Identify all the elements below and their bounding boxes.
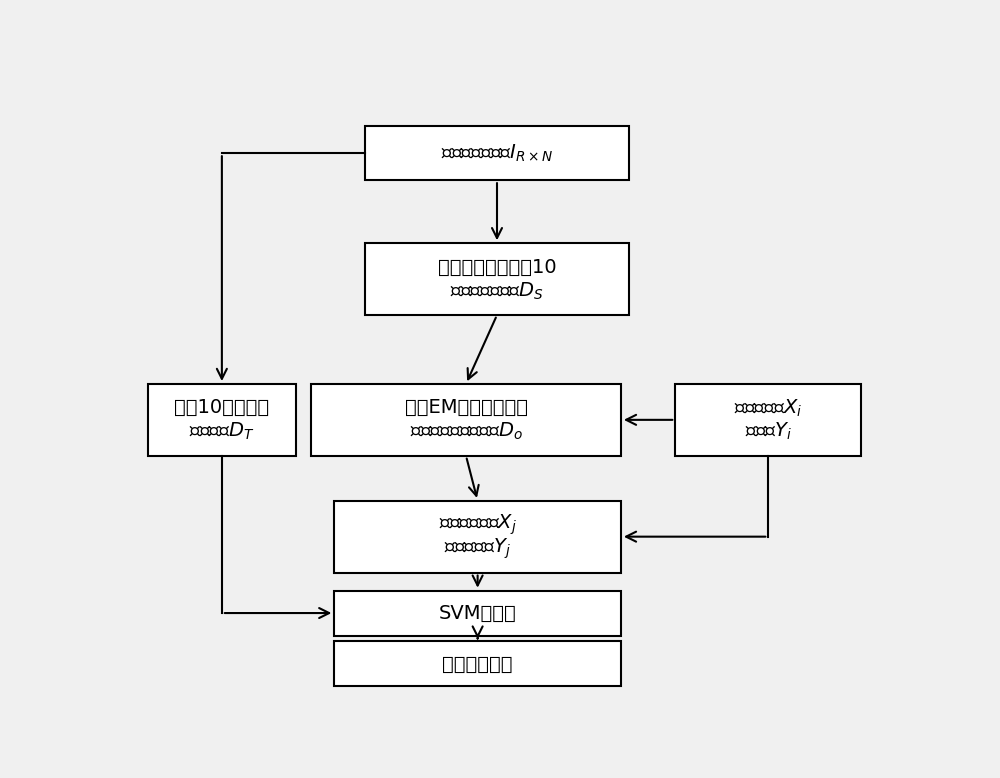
Bar: [311, 384, 621, 456]
Bar: [148, 384, 296, 456]
Text: SVM分类器: SVM分类器: [439, 604, 516, 622]
Bar: [675, 384, 861, 456]
Bar: [365, 126, 629, 180]
Text: 输出分类结果: 输出分类结果: [442, 654, 513, 674]
Text: 行聚类得到空间信息$D_o$: 行聚类得到空间信息$D_o$: [410, 421, 522, 443]
Text: 已标记样本$X_i$: 已标记样本$X_i$: [734, 398, 802, 419]
Text: 选取10个波段作: 选取10个波段作: [174, 398, 269, 417]
Text: 和标签$Y_i$: 和标签$Y_i$: [745, 421, 792, 443]
Text: 新的标记样本$X_j$: 新的标记样本$X_j$: [439, 513, 517, 537]
Text: 和新的标签$Y_j$: 和新的标签$Y_j$: [444, 536, 511, 561]
Text: 输入高光谱图像$I_{R\times N}$: 输入高光谱图像$I_{R\times N}$: [441, 142, 553, 164]
Bar: [334, 642, 621, 686]
Text: 个波段作为源域$D_S$: 个波段作为源域$D_S$: [450, 280, 544, 302]
Text: 利用EM算法对源域进: 利用EM算法对源域进: [404, 398, 528, 417]
Text: 选取剩余波段中的10: 选取剩余波段中的10: [438, 258, 556, 277]
Bar: [365, 244, 629, 315]
Text: 为目标域$D_T$: 为目标域$D_T$: [189, 421, 255, 443]
Bar: [334, 591, 621, 636]
Bar: [334, 501, 621, 573]
